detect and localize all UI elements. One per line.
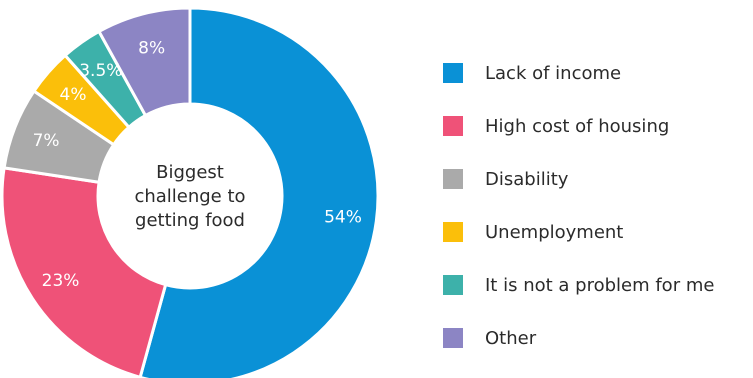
chart-title-line: challenge to <box>134 186 245 207</box>
slice-label-high-cost-of-housing: 23% <box>42 271 80 291</box>
chart-title: Biggest challenge to getting food <box>134 162 245 231</box>
legend-label: It is not a problem for me <box>485 274 715 296</box>
legend: Lack of income High cost of housing Disabi… <box>443 60 714 378</box>
legend-item-other: Other <box>443 325 714 351</box>
legend-swatch <box>443 222 463 242</box>
slice-labels: 54% 23% 7% 4% 3.5% 8% <box>33 38 362 291</box>
legend-label: Disability <box>485 168 569 190</box>
legend-item-lack-of-income: Lack of income <box>443 60 714 86</box>
chart-title-line: Biggest <box>156 162 224 183</box>
slice-label-other: 8% <box>138 38 165 58</box>
legend-swatch <box>443 169 463 189</box>
legend-label: High cost of housing <box>485 115 670 137</box>
legend-swatch <box>443 328 463 348</box>
legend-item-it-is-not-a-problem-for-me: It is not a problem for me <box>443 272 714 298</box>
chart-title-line: getting food <box>135 210 245 231</box>
slice-other <box>96 6 192 118</box>
legend-item-disability: Disability <box>443 166 714 192</box>
donut-chart: 54% 23% 7% 4% 3.5% 8% Biggest challenge to gett… <box>0 6 380 378</box>
legend-swatch <box>443 63 463 83</box>
slice-lack-of-income <box>138 6 380 378</box>
donut-slices <box>0 6 380 378</box>
legend-label: Lack of income <box>485 62 622 84</box>
slice-label-unemployment: 4% <box>60 85 87 105</box>
slice-label-disability: 7% <box>33 131 60 151</box>
slice-label-it-is-not-a-problem-for-me: 3.5% <box>79 61 122 81</box>
legend-item-high-cost-of-housing: High cost of housing <box>443 113 714 139</box>
legend-label: Other <box>485 327 537 349</box>
legend-swatch <box>443 116 463 136</box>
legend-swatch <box>443 275 463 295</box>
legend-label: Unemployment <box>485 221 624 243</box>
slice-high-cost-of-housing <box>0 166 168 378</box>
slice-label-lack-of-income: 54% <box>324 208 362 228</box>
legend-item-unemployment: Unemployment <box>443 219 714 245</box>
